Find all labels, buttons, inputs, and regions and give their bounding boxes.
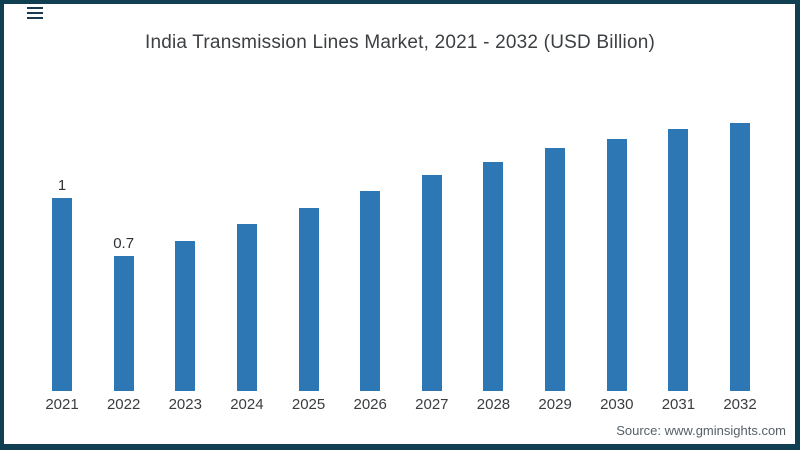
x-axis-label-2032: 2032 xyxy=(723,396,757,413)
x-axis-label-2021: 2021 xyxy=(45,396,79,413)
x-axis-label-2022: 2022 xyxy=(106,396,141,413)
bar-2029 xyxy=(545,148,566,391)
bar-2030 xyxy=(606,139,627,391)
hamburger-menu-icon[interactable] xyxy=(27,7,43,19)
bar-2027 xyxy=(421,175,442,391)
bar-2031 xyxy=(668,129,689,391)
bar-2032 xyxy=(730,123,751,391)
x-axis-label-2030: 2030 xyxy=(600,396,634,413)
x-axis-label-2023: 2023 xyxy=(168,396,202,413)
x-axis-label-2027: 2027 xyxy=(415,396,449,413)
bar-2026 xyxy=(360,191,381,391)
x-axis-label-2028: 2028 xyxy=(476,396,511,413)
bar-2021 xyxy=(52,198,72,391)
x-axis-label-2029: 2029 xyxy=(538,396,572,413)
x-axis-label-2026: 2026 xyxy=(353,396,387,413)
bar-2028 xyxy=(483,162,504,391)
x-axis-label-2024: 2024 xyxy=(230,396,264,413)
source-attribution: Source: www.gminsights.com xyxy=(616,423,786,438)
data-label-2022: 0.7 xyxy=(113,235,135,252)
bar-2025 xyxy=(298,208,319,391)
bar-2023 xyxy=(175,241,196,391)
chart-title: India Transmission Lines Market, 2021 - … xyxy=(144,32,656,53)
x-axis-label-2025: 2025 xyxy=(291,396,326,413)
bar-2024 xyxy=(236,224,257,391)
data-label-2021: 1 xyxy=(57,177,67,194)
bar-2022 xyxy=(113,256,134,391)
x-axis-label-2031: 2031 xyxy=(661,396,696,413)
